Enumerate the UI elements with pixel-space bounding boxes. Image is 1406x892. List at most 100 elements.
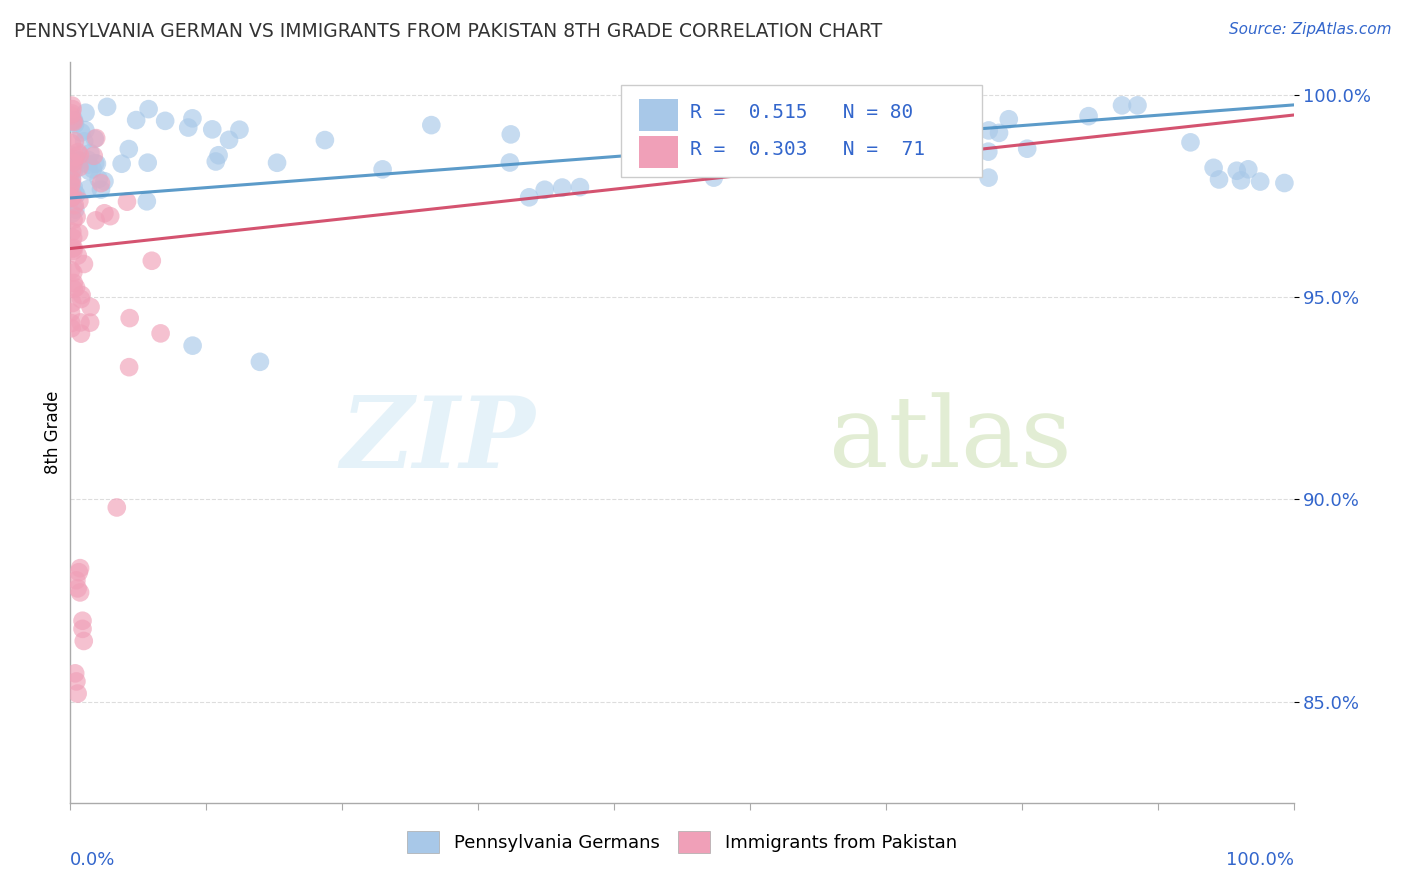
Point — [136, 155, 159, 169]
Point — [77, 158, 100, 172]
Point — [105, 500, 128, 515]
Point — [60, 106, 83, 120]
Point — [815, 134, 838, 148]
Point — [63, 115, 86, 129]
Point — [65, 202, 87, 217]
Legend: Pennsylvania Germans, Immigrants from Pakistan: Pennsylvania Germans, Immigrants from Pa… — [399, 824, 965, 861]
Point — [62, 155, 84, 169]
Point — [60, 108, 83, 122]
Point — [75, 105, 97, 120]
Point — [84, 213, 107, 227]
Point — [77, 164, 100, 178]
FancyBboxPatch shape — [640, 136, 678, 168]
Point — [62, 276, 84, 290]
Point — [62, 282, 84, 296]
Point — [420, 118, 443, 132]
Point — [499, 155, 522, 169]
Point — [72, 614, 94, 628]
Point — [65, 150, 87, 164]
Point — [63, 186, 86, 200]
Point — [60, 163, 83, 178]
Point — [84, 156, 107, 170]
Point — [977, 123, 1000, 137]
Point — [115, 194, 138, 209]
Point — [517, 190, 540, 204]
Point — [69, 148, 91, 162]
Point — [111, 157, 134, 171]
Point — [66, 582, 89, 596]
Point — [65, 574, 87, 588]
Point — [1180, 136, 1202, 150]
Point — [718, 128, 741, 143]
Point — [63, 113, 86, 128]
Point — [371, 162, 394, 177]
Point — [62, 266, 84, 280]
Point — [1077, 109, 1099, 123]
Point — [62, 244, 84, 258]
Point — [84, 131, 107, 145]
Point — [75, 123, 97, 137]
Point — [62, 189, 84, 203]
Point — [207, 148, 229, 162]
Point — [249, 355, 271, 369]
Point — [60, 263, 83, 277]
Point — [60, 191, 83, 205]
Point — [988, 126, 1011, 140]
Point — [60, 321, 83, 335]
Point — [83, 132, 105, 146]
Point — [1237, 162, 1260, 177]
Point — [204, 154, 226, 169]
Point — [70, 326, 93, 341]
Point — [90, 182, 112, 196]
Point — [551, 180, 574, 194]
Point — [82, 162, 104, 177]
Point — [60, 98, 83, 112]
Point — [62, 102, 84, 116]
Point — [118, 360, 141, 375]
Point — [96, 100, 118, 114]
Point — [70, 125, 93, 139]
Point — [73, 634, 96, 648]
Point — [66, 145, 89, 160]
Point — [62, 242, 84, 256]
Point — [568, 180, 591, 194]
Point — [201, 122, 224, 136]
Point — [65, 187, 87, 202]
Point — [1017, 142, 1039, 156]
Point — [79, 300, 101, 314]
Point — [79, 146, 101, 161]
Point — [66, 248, 89, 262]
Point — [181, 112, 204, 126]
Point — [63, 198, 86, 212]
Point — [60, 154, 83, 169]
Point — [60, 207, 83, 221]
Point — [977, 145, 1000, 159]
Text: PENNSYLVANIA GERMAN VS IMMIGRANTS FROM PAKISTAN 8TH GRADE CORRELATION CHART: PENNSYLVANIA GERMAN VS IMMIGRANTS FROM P… — [14, 22, 883, 41]
Point — [499, 128, 522, 142]
Point — [62, 296, 84, 310]
Y-axis label: 8th Grade: 8th Grade — [44, 391, 62, 475]
Point — [69, 561, 91, 575]
Point — [1230, 173, 1253, 187]
Point — [67, 226, 90, 240]
Point — [79, 316, 101, 330]
Point — [77, 182, 100, 196]
Point — [266, 155, 288, 169]
Point — [62, 231, 84, 245]
Text: R =  0.515   N = 80: R = 0.515 N = 80 — [690, 103, 914, 122]
Point — [67, 194, 90, 208]
Point — [65, 674, 87, 689]
Point — [177, 120, 200, 135]
Point — [125, 113, 148, 128]
Point — [93, 174, 115, 188]
Point — [63, 117, 86, 131]
Point — [703, 170, 725, 185]
Point — [60, 170, 83, 185]
Point — [533, 183, 555, 197]
Point — [83, 149, 105, 163]
Point — [135, 194, 157, 209]
Point — [86, 156, 108, 170]
Point — [73, 134, 96, 148]
Point — [118, 311, 141, 326]
Point — [63, 666, 86, 681]
